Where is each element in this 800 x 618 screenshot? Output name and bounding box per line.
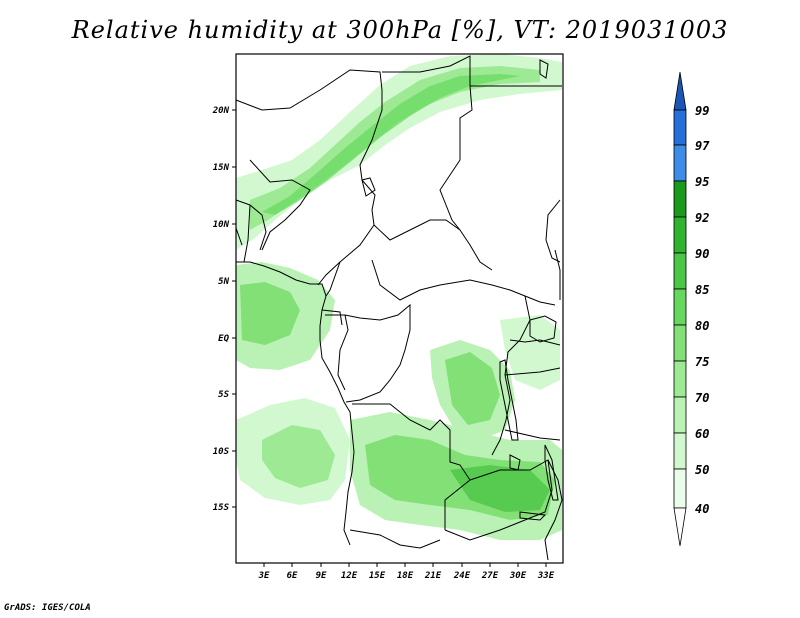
shade-gulf-core bbox=[240, 282, 300, 345]
lon-label: 6E bbox=[287, 571, 298, 581]
lon-label: 15E bbox=[369, 571, 386, 581]
colorbar-bottom-arrow bbox=[673, 507, 687, 547]
lat-label: EQ bbox=[218, 334, 229, 344]
border-uganda bbox=[509, 339, 561, 346]
lake-turkana bbox=[539, 59, 549, 79]
lat-labels: 20N 15N 10N 5N EQ 5S 10S 15S bbox=[212, 106, 230, 513]
colorbar-label: 99 bbox=[695, 104, 709, 118]
colorbar-bin-97-99 bbox=[673, 109, 687, 146]
border-zambia bbox=[444, 459, 553, 541]
colorbar-label: 92 bbox=[695, 211, 709, 225]
lake-tanganyika bbox=[499, 359, 519, 441]
lat-label: 15S bbox=[213, 503, 230, 513]
colorbar-label: 85 bbox=[695, 283, 709, 297]
colorbar-label: 40 bbox=[695, 502, 709, 516]
lakes bbox=[361, 59, 559, 521]
lon-label: 33E bbox=[537, 571, 555, 581]
border-car-south bbox=[371, 259, 556, 306]
lake-malawi bbox=[544, 444, 559, 501]
shade-sahel-inner bbox=[262, 74, 520, 215]
border-cameroon bbox=[325, 261, 349, 391]
border-westafrica bbox=[235, 199, 267, 263]
colorbar-label: 90 bbox=[695, 247, 709, 261]
colorbar-label: 70 bbox=[695, 391, 709, 405]
lon-label: 3E bbox=[258, 571, 270, 581]
country-borders bbox=[235, 55, 563, 561]
colorbar-label: 97 bbox=[695, 139, 710, 153]
lon-label: 21E bbox=[424, 571, 442, 581]
colorbar-bin-80-85 bbox=[673, 288, 687, 326]
border-mozambique bbox=[544, 459, 563, 561]
lon-label: 30E bbox=[509, 571, 527, 581]
shade-atlantic-core bbox=[262, 425, 335, 488]
colorbar-top-arrow bbox=[673, 71, 687, 111]
colorbar-labels: 99 97 95 92 90 85 80 75 70 60 50 40 bbox=[695, 104, 710, 516]
lat-label: 5S bbox=[218, 390, 229, 400]
lon-ticks bbox=[263, 563, 547, 567]
colorbar-bin-92-95 bbox=[673, 180, 687, 218]
lat-label: 10S bbox=[213, 447, 230, 457]
map-frame bbox=[235, 53, 564, 564]
lon-label: 12E bbox=[341, 571, 358, 581]
colorbar-bin-50-60 bbox=[673, 432, 687, 470]
colorbar-bin-75-80 bbox=[673, 324, 687, 362]
colorbar-bin-95-97 bbox=[673, 144, 687, 182]
lon-label: 24E bbox=[453, 571, 471, 581]
border-niger-chad bbox=[382, 55, 493, 271]
lake-kariba bbox=[519, 511, 547, 521]
border-angola bbox=[352, 403, 471, 530]
colorbar-label: 80 bbox=[695, 319, 709, 333]
shade-sahel-core bbox=[250, 66, 540, 230]
grads-credit: GrADS: IGES/COLA bbox=[4, 603, 91, 613]
border-nigeria bbox=[249, 159, 311, 251]
lat-label: 5N bbox=[218, 277, 229, 287]
colorbar-bin-70-75 bbox=[673, 360, 687, 398]
chart-title: Relative humidity at 300hPa [%], VT: 201… bbox=[71, 16, 729, 44]
border-gabon bbox=[321, 309, 343, 326]
border-car-north bbox=[373, 219, 461, 241]
coastline-west bbox=[236, 261, 355, 546]
border-drc bbox=[325, 303, 411, 403]
lon-labels: 3E 6E 9E 12E 15E 18E 21E 24E 27E 30E 33E bbox=[258, 571, 555, 581]
colorbar-label: 50 bbox=[695, 463, 709, 477]
colorbar-bin-60-70 bbox=[673, 396, 687, 434]
lake-mweru bbox=[509, 454, 521, 471]
colorbar-label: 95 bbox=[695, 175, 709, 189]
colorbar-bin-40-50 bbox=[673, 468, 687, 509]
colorbar-bin-90-92 bbox=[673, 216, 687, 254]
humidity-shading bbox=[236, 54, 562, 540]
colorbar-label: 60 bbox=[695, 427, 709, 441]
border-namibia bbox=[349, 529, 441, 549]
lon-label: 27E bbox=[481, 571, 499, 581]
border-mali-niger bbox=[235, 69, 383, 286]
border-sudan bbox=[545, 199, 561, 263]
border-ethiopia bbox=[554, 249, 561, 300]
colorbar bbox=[673, 71, 687, 547]
lat-label: 20N bbox=[212, 106, 230, 116]
shade-zambia-core bbox=[450, 465, 550, 512]
lat-label: 15N bbox=[213, 163, 230, 173]
lon-label: 9E bbox=[316, 571, 327, 581]
shade-eastafrica-core bbox=[445, 352, 500, 425]
border-tanzania bbox=[504, 367, 561, 441]
lat-label: 10N bbox=[213, 220, 230, 230]
lake-victoria bbox=[529, 315, 557, 343]
colorbar-bin-85-90 bbox=[673, 252, 687, 290]
lat-ticks bbox=[232, 109, 236, 508]
lon-label: 18E bbox=[397, 571, 414, 581]
colorbar-label: 75 bbox=[695, 355, 709, 369]
lake-chad bbox=[361, 177, 376, 197]
